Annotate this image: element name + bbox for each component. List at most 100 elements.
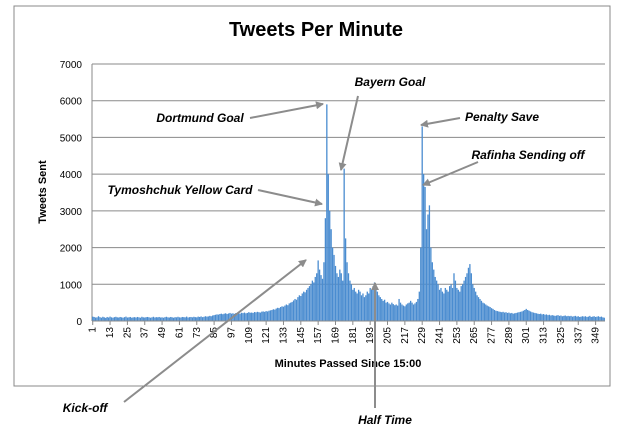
bar [381,298,383,321]
y-tick-label: 6000 [60,97,83,108]
bar [222,314,224,321]
x-tick-label: 73 [192,327,203,339]
bar [602,317,604,321]
x-tick-label: 217 [400,327,411,344]
bar [188,317,191,321]
bar [120,317,123,321]
bar [285,304,288,321]
bar [544,314,546,321]
bar [219,314,221,321]
bar [431,262,433,321]
bar [355,291,357,321]
x-tick-label: 313 [539,327,550,344]
bar [161,317,163,321]
bar [574,315,577,321]
bar [570,315,572,321]
bar [175,317,178,321]
bar [157,317,159,321]
bar [372,286,374,321]
bar [262,311,264,321]
bar [191,317,194,321]
bar [587,316,590,321]
x-tick-label: 37 [140,327,151,339]
bar [460,286,462,321]
bar [144,317,146,321]
bar [178,317,181,321]
bar [336,273,338,321]
bar [321,278,324,321]
bar [412,304,415,321]
annotation: Penalty Save [465,110,539,124]
annotation-arrow [123,259,307,403]
bar [378,295,380,321]
bar [187,317,189,321]
bar [547,315,549,321]
bar [428,205,431,321]
bar [514,313,516,321]
bar [596,316,598,321]
x-tick-label: 289 [504,327,515,344]
bar [545,314,548,321]
bar [524,309,526,321]
bar [349,280,351,321]
annotation-arrow [422,161,479,186]
bar [107,317,110,321]
bar [401,304,403,321]
x-tick-label: 133 [278,327,289,344]
x-tick-label: 157 [313,327,324,344]
bar [154,317,156,321]
bar [200,316,202,321]
bar [278,308,280,321]
bar [417,298,419,321]
bar [164,317,166,321]
x-tick-label: 193 [365,327,376,344]
bar [409,300,412,321]
bar [475,291,477,321]
bar [125,316,127,321]
annotation: Half Time [358,413,412,427]
bar [579,316,581,321]
bar [190,316,192,321]
bar [489,307,491,321]
bar [213,315,215,321]
bar [538,314,540,321]
bar [142,317,144,321]
bar [172,317,175,321]
bar [551,315,553,321]
bar [469,264,471,321]
bar [571,316,574,321]
bar [554,315,556,321]
bar [522,310,525,321]
bar [404,306,406,321]
bar [239,313,241,321]
bar [527,309,529,321]
bar [548,314,551,321]
bar [171,317,173,321]
bar [264,311,266,321]
bar [519,311,522,321]
bar [529,311,532,321]
bar [116,317,118,321]
bar [486,305,488,321]
bar [568,316,571,321]
bar [146,316,149,321]
bar [100,317,103,321]
bar [454,280,457,321]
bar [451,287,454,321]
bar [223,313,225,321]
x-tick-label: 265 [469,327,480,344]
bar [311,280,314,321]
bar [141,316,143,321]
x-tick-label: 121 [261,327,272,344]
bar [382,300,384,321]
bar [255,312,257,321]
x-tick-label: 301 [521,327,532,344]
bar [347,273,350,321]
bar [370,289,373,321]
bar [590,316,592,321]
bar [92,316,94,321]
bar [258,312,260,321]
x-tick-label: 49 [157,327,168,339]
bar [129,316,131,321]
bar [193,316,195,321]
